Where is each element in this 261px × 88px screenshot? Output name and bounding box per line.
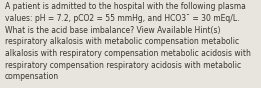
Text: A patient is admitted to the hospital with the following plasma
values: pH = 7.2: A patient is admitted to the hospital wi… xyxy=(5,2,251,81)
